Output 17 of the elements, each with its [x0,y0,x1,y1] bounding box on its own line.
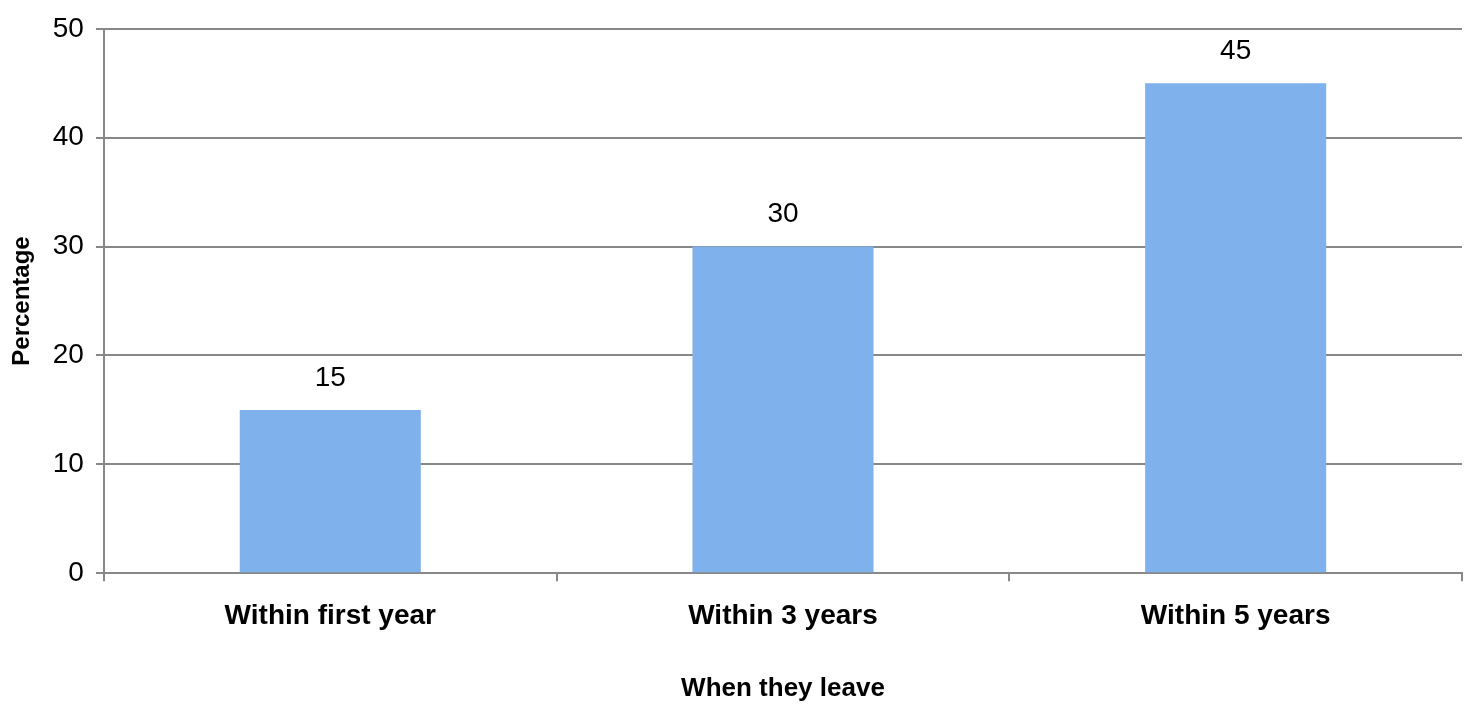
y-axis-title: Percentage [7,236,35,366]
x-tick-label: Within 3 years [688,598,878,630]
y-tick-label: 20 [52,338,84,370]
x-axis-title: When they leave [681,671,885,702]
x-tick-label: Within first year [224,598,437,630]
data-label: 30 [767,197,799,229]
x-tick-label: Within 5 years [1140,598,1331,630]
y-tick-label: 10 [52,447,84,479]
bar [1145,83,1327,573]
y-tick-label: 50 [52,11,84,43]
y-tick-label: 40 [52,120,84,152]
bar [692,246,874,573]
bar [239,409,421,573]
data-label: 45 [1220,33,1252,65]
y-tick-label: 30 [52,229,84,261]
data-label: 15 [314,360,346,392]
y-tick-label: 0 [68,555,84,587]
